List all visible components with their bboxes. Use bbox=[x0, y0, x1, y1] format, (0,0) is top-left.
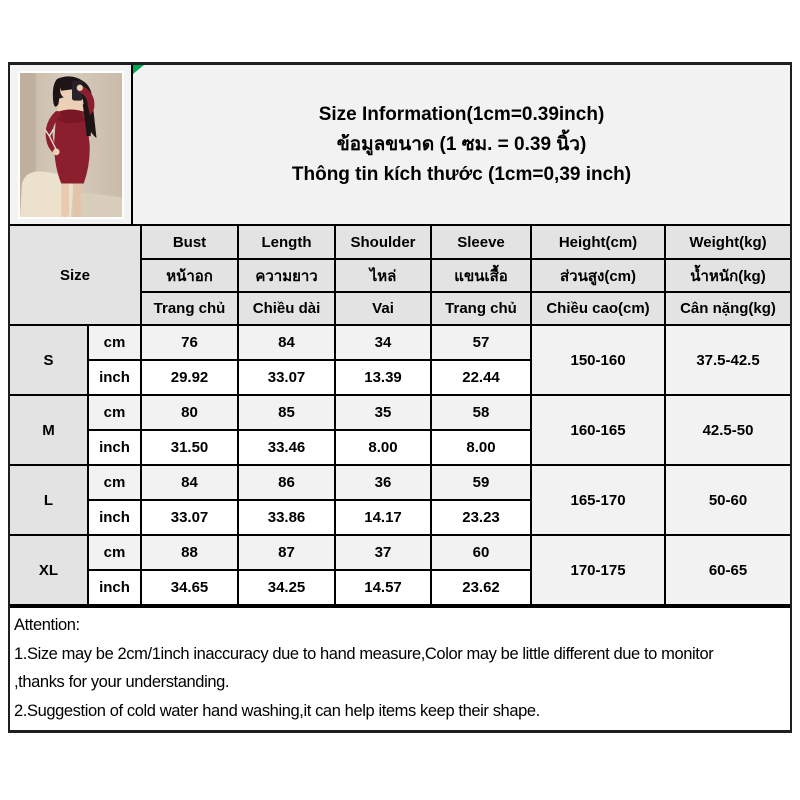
cell-m-length-inch: 33.46 bbox=[237, 429, 337, 466]
cell-xl-sleeve-inch: 23.62 bbox=[430, 569, 532, 606]
cell-l-bust-cm: 84 bbox=[140, 464, 240, 501]
cell-xl-shoulder-cm: 37 bbox=[334, 534, 433, 571]
cell-s-bust-inch: 29.92 bbox=[140, 359, 240, 396]
col-header-sleeve-en: Sleeve bbox=[430, 226, 533, 260]
cell-xl-bust-cm: 88 bbox=[140, 534, 240, 571]
cell-l-weight: 50-60 bbox=[664, 464, 790, 536]
cell-xl-sleeve-cm: 60 bbox=[430, 534, 533, 571]
cell-m-sleeve-inch: 8.00 bbox=[430, 429, 532, 466]
product-photo-cell bbox=[10, 65, 133, 224]
unit-label: cm bbox=[86, 464, 143, 501]
cell-s-length-cm: 84 bbox=[237, 324, 337, 361]
cell-s-weight: 37.5-42.5 bbox=[664, 324, 790, 396]
col-header-length-vi: Chiều dài bbox=[237, 291, 337, 326]
header-row-vietnamese: Trang chủ Chiều dài Vai Trang chủ Chiều … bbox=[10, 291, 790, 326]
size-label-m: M bbox=[10, 394, 89, 466]
col-header-length-th: ความยาว bbox=[237, 258, 337, 293]
cell-s-length-inch: 33.07 bbox=[237, 359, 337, 396]
cell-s-sleeve-inch: 22.44 bbox=[430, 359, 532, 396]
unit-label: cm bbox=[86, 394, 143, 431]
cell-l-sleeve-inch: 23.23 bbox=[430, 499, 532, 536]
cell-l-bust-inch: 33.07 bbox=[140, 499, 240, 536]
unit-label: inch bbox=[88, 429, 143, 466]
cell-m-height: 160-165 bbox=[530, 394, 667, 466]
title-english: Size Information(1cm=0.39inch) bbox=[318, 103, 605, 125]
col-header-shoulder-vi: Vai bbox=[334, 291, 433, 326]
col-header-length-en: Length bbox=[237, 226, 337, 260]
cell-xl-length-inch: 34.25 bbox=[237, 569, 337, 606]
col-header-shoulder-en: Shoulder bbox=[334, 226, 433, 260]
cell-xl-bust-inch: 34.65 bbox=[140, 569, 240, 606]
col-header-bust-vi: Trang chủ bbox=[141, 291, 240, 326]
cell-m-bust-cm: 80 bbox=[140, 394, 240, 431]
attention-line-3: 2.Suggestion of cold water hand washing,… bbox=[14, 701, 540, 720]
product-photo bbox=[17, 70, 124, 219]
unit-label: cm bbox=[86, 534, 143, 571]
title-thai: ข้อมูลขนาด (1 ซม. = 0.39 นิ้ว) bbox=[336, 133, 587, 155]
green-corner-marker-icon bbox=[133, 65, 144, 74]
cell-m-bust-inch: 31.50 bbox=[140, 429, 240, 466]
cell-s-shoulder-cm: 34 bbox=[334, 324, 433, 361]
table-row-l-cm: L cm 84 86 36 59 165-170 50-60 bbox=[10, 464, 790, 536]
table-row-m-cm: M cm 80 85 35 58 160-165 42.5-50 bbox=[10, 394, 790, 466]
cell-xl-height: 170-175 bbox=[530, 534, 667, 606]
table-row-m-inch: inch 31.50 33.46 8.00 8.00 bbox=[10, 429, 790, 466]
attention-line-2: ,thanks for your understanding. bbox=[14, 673, 230, 691]
attention-notes: Attention: 1.Size may be 2cm/1inch inacc… bbox=[10, 606, 790, 730]
cell-xl-length-cm: 87 bbox=[237, 534, 337, 571]
cell-l-shoulder-cm: 36 bbox=[334, 464, 433, 501]
cell-s-bust-cm: 76 bbox=[140, 324, 240, 361]
table-row-s-cm: S cm 76 84 34 57 150-160 37.5-42.5 bbox=[10, 324, 790, 396]
size-table: Size Bust Length Shoulder Sleeve Height(… bbox=[10, 226, 790, 606]
size-label-xl: XL bbox=[10, 534, 89, 606]
title-row: Size Information(1cm=0.39inch) ข้อมูลขนา… bbox=[10, 65, 790, 226]
cell-l-length-cm: 86 bbox=[237, 464, 337, 501]
table-row-xl-cm: XL cm 88 87 37 60 170-175 60-65 bbox=[10, 534, 790, 606]
size-label-l: L bbox=[10, 464, 89, 536]
attention-heading: Attention: bbox=[14, 616, 80, 634]
col-header-height-vi: Chiều cao(cm) bbox=[530, 291, 667, 326]
red-dress-model-illustration bbox=[19, 72, 122, 217]
title-vietnamese: Thông tin kích thước (1cm=0,39 inch) bbox=[291, 163, 632, 185]
cell-l-height: 165-170 bbox=[530, 464, 667, 536]
header-row-english: Size Bust Length Shoulder Sleeve Height(… bbox=[10, 226, 790, 326]
cell-s-sleeve-cm: 57 bbox=[430, 324, 533, 361]
cell-m-shoulder-cm: 35 bbox=[334, 394, 433, 431]
unit-label: inch bbox=[88, 359, 143, 396]
unit-label: inch bbox=[88, 499, 143, 536]
cell-m-shoulder-inch: 8.00 bbox=[334, 429, 433, 466]
col-header-bust-th: หน้าอก bbox=[141, 258, 240, 293]
col-header-sleeve-th: แขนเสื้อ bbox=[430, 258, 533, 293]
size-label-s: S bbox=[10, 324, 89, 396]
table-row-l-inch: inch 33.07 33.86 14.17 23.23 bbox=[10, 499, 790, 536]
size-info-title-block: Size Information(1cm=0.39inch) ข้อมูลขนา… bbox=[133, 65, 790, 224]
cell-xl-shoulder-inch: 14.57 bbox=[334, 569, 433, 606]
col-header-sleeve-vi: Trang chủ bbox=[430, 291, 533, 326]
cell-xl-weight: 60-65 bbox=[664, 534, 790, 606]
col-header-weight-vi: Cân nặng(kg) bbox=[664, 291, 790, 326]
col-header-weight-th: น้ำหนัก(kg) bbox=[664, 258, 790, 293]
col-header-height-th: ส่วนสูง(cm) bbox=[530, 258, 667, 293]
cell-s-height: 150-160 bbox=[530, 324, 667, 396]
cell-l-sleeve-cm: 59 bbox=[430, 464, 533, 501]
col-header-weight-en: Weight(kg) bbox=[664, 226, 790, 260]
size-chart-sheet: Size Information(1cm=0.39inch) ข้อมูลขนา… bbox=[8, 62, 792, 733]
cell-l-shoulder-inch: 14.17 bbox=[334, 499, 433, 536]
table-row-s-inch: inch 29.92 33.07 13.39 22.44 bbox=[10, 359, 790, 396]
cell-l-length-inch: 33.86 bbox=[237, 499, 337, 536]
attention-line-1: 1.Size may be 2cm/1inch inaccuracy due t… bbox=[14, 644, 714, 663]
cell-m-sleeve-cm: 58 bbox=[430, 394, 533, 431]
col-header-height-en: Height(cm) bbox=[530, 226, 667, 260]
unit-label: inch bbox=[88, 569, 143, 606]
size-header-cell: Size bbox=[10, 226, 143, 326]
col-header-shoulder-th: ไหล่ bbox=[334, 258, 433, 293]
cell-m-length-cm: 85 bbox=[237, 394, 337, 431]
unit-label: cm bbox=[86, 324, 143, 361]
col-header-bust-en: Bust bbox=[140, 226, 240, 260]
cell-m-weight: 42.5-50 bbox=[664, 394, 790, 466]
table-row-xl-inch: inch 34.65 34.25 14.57 23.62 bbox=[10, 569, 790, 606]
header-row-thai: หน้าอก ความยาว ไหล่ แขนเสื้อ ส่วนสูง(cm)… bbox=[10, 258, 790, 293]
cell-s-shoulder-inch: 13.39 bbox=[334, 359, 433, 396]
